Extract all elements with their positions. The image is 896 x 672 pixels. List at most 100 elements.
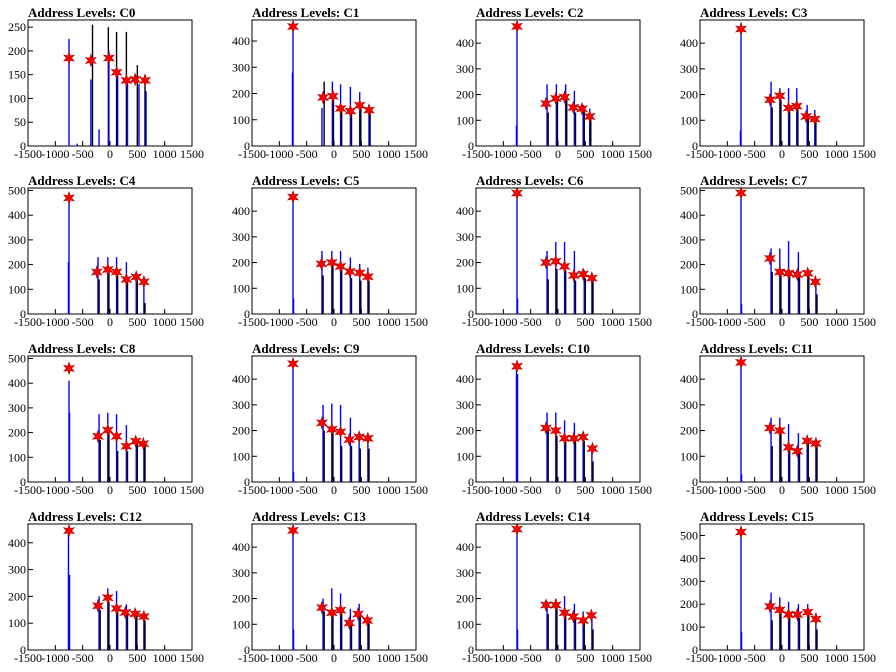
x-tick-label: -1000 [41,651,69,665]
chart-title: Address Levels: C8 [28,341,136,356]
chart-panel-c12: Address Levels: C12 0 100 200 300 400 -1500 -10… [0,504,224,672]
x-tick-label: -1000 [713,651,741,665]
peak-marker [801,433,814,448]
y-tick-label: 400 [456,36,474,50]
peak-marker [585,608,598,623]
peak-marker [325,255,338,270]
x-tick-label: 1500 [404,147,428,161]
y-tick-label: 100 [456,449,474,463]
y-tick-label: 400 [456,204,474,218]
x-tick-label: -1000 [265,147,293,161]
x-tick-label: -1000 [489,483,517,497]
y-tick-label: 400 [456,372,474,386]
y-tick-label: 200 [456,592,474,606]
y-tick-label: 300 [232,566,250,580]
y-tick-label: 0 [468,139,474,153]
chart-svg: Address Levels: C6 0 100 200 300 400 -1500 -100… [456,173,652,329]
peak-marker [325,422,338,437]
x-tick-label: 0 [779,147,785,161]
peak-marker [326,89,339,104]
x-tick-label: -1000 [489,315,517,329]
x-tick-label: -500 [520,147,542,161]
peak-marker [791,267,804,282]
x-tick-label: -1000 [713,147,741,161]
y-tick-label: 400 [8,536,26,550]
y-tick-label: 100 [8,91,26,105]
x-tick-label: -500 [72,651,94,665]
y-tick-label: 400 [680,36,698,50]
chart-title: Address Levels: C3 [700,5,808,20]
x-tick-label: 500 [128,315,146,329]
chart-title: Address Levels: C13 [252,509,366,524]
x-tick-label: -500 [296,483,318,497]
plot-frame [699,187,865,315]
x-tick-label: 1500 [180,147,204,161]
x-tick-label: -1500 [14,483,42,497]
plot-frame [251,355,417,483]
x-tick-label: 1500 [180,315,204,329]
peak-marker [539,96,552,111]
y-tick-label: 300 [456,62,474,76]
peak-marker [120,272,133,287]
chart-title: Address Levels: C7 [700,173,808,188]
plot-frame [27,523,193,651]
peak-marker [567,431,580,446]
chart-panel-c4: Address Levels: C4 0 100 200 300 400 500 -1500-… [0,168,224,336]
peak-marker [315,256,328,271]
plot-frame [475,523,641,651]
peak-marker [119,605,132,620]
y-tick-label: 200 [456,256,474,270]
x-tick-label: -1500 [686,651,714,665]
y-tick-label: 300 [456,398,474,412]
peak-marker [91,429,104,444]
y-tick-label: 0 [244,307,250,321]
chart-title: Address Levels: C0 [28,5,135,20]
peak-marker [577,430,590,444]
x-tick-label: 500 [800,147,818,161]
y-tick-label: 0 [20,139,26,153]
y-tick-label: 300 [232,230,250,244]
x-tick-label: 1500 [852,651,876,665]
peak-marker [511,359,523,374]
peak-marker [101,590,114,605]
peak-marker [735,525,747,539]
peak-marker [129,434,142,449]
x-tick-label: -1000 [41,483,69,497]
peak-marker [539,255,552,270]
y-tick-label: 500 [8,183,26,197]
x-tick-label: 0 [107,147,113,161]
y-tick-label: 200 [456,88,474,102]
x-tick-label: 1000 [601,147,625,161]
y-tick-label: 300 [8,233,26,247]
peak-marker [137,436,150,451]
x-tick-label: 1500 [628,483,652,497]
chart-panel-c8: Address Levels: C8 0 100 200 300 400 500 -1500-… [0,336,224,504]
x-tick-label: 1000 [377,483,401,497]
y-tick-label: 200 [232,424,250,438]
chart-panel-c5: Address Levels: C5 0 100 200 300 400 -1500 -100… [224,168,448,336]
peak-marker [735,22,747,36]
x-tick-label: -500 [520,483,542,497]
x-tick-label: -1000 [713,483,741,497]
x-tick-label: 500 [352,147,370,161]
peak-marker [343,616,356,630]
y-tick-label: 50 [14,115,26,129]
x-tick-label: 0 [779,651,785,665]
chart-svg: Address Levels: C40100200300400500-1500-… [8,173,204,329]
peak-marker [567,100,580,115]
x-tick-label: -1000 [41,147,69,161]
peak-marker [511,19,523,34]
x-tick-label: -1000 [713,315,741,329]
chart-svg: Address Levels: C9 0 100 200 300 400 -1500 -100… [232,341,428,497]
y-tick-label: 200 [680,424,698,438]
x-tick-label: 1000 [153,651,177,665]
peak-marker [809,274,822,289]
chart-panel-c14: Address Levels: C14 0 100 200 300 400 -1500 -10… [448,504,672,672]
y-tick-label: 0 [692,643,698,657]
y-tick-label: 400 [680,551,698,565]
y-tick-label: 300 [8,401,26,415]
peak-marker [791,607,804,622]
plot-frame [475,187,641,315]
y-tick-label: 0 [692,475,698,489]
